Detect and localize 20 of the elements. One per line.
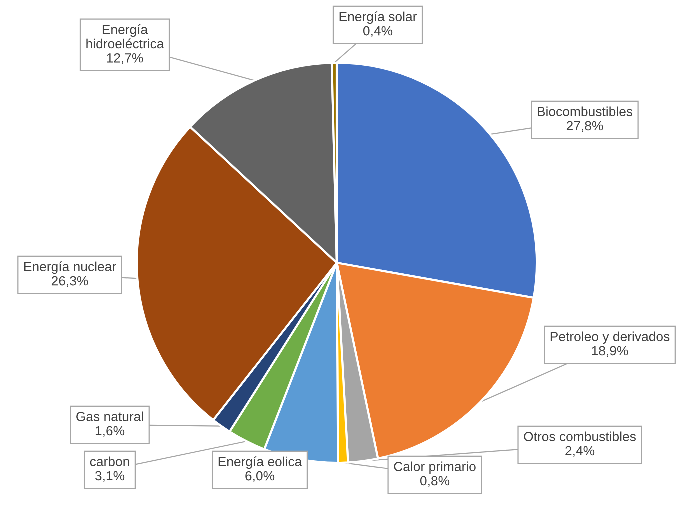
data-label: 0,8% — [420, 476, 450, 488]
slice-label: Otros combustibles — [524, 432, 636, 442]
data-label: 1,6% — [96, 426, 125, 438]
slice-label: Energía nuclear — [24, 262, 116, 274]
data-label: 18,9% — [592, 346, 628, 358]
data-label: 3,1% — [95, 471, 125, 482]
data-label: 2,4% — [566, 446, 595, 458]
slice-label: Energía eolica — [218, 456, 302, 470]
slice-label: Petroleo y derivados — [550, 332, 670, 344]
slice-label: Energía solar — [340, 12, 418, 24]
slice-label: Biocombustibles — [538, 106, 633, 116]
data-label: 26,3% — [52, 276, 88, 288]
data-label: 12,7% — [107, 53, 144, 64]
slice-label: carbon — [90, 456, 130, 466]
data-label: 0,4% — [363, 26, 393, 38]
slice-label: Calor primario — [394, 462, 476, 474]
data-label: 27,8% — [566, 121, 604, 132]
slice-label: Gas natural — [76, 412, 144, 422]
slice-label: Energía hidroeléctrica — [86, 24, 164, 49]
data-label: 6,0% — [246, 471, 275, 482]
